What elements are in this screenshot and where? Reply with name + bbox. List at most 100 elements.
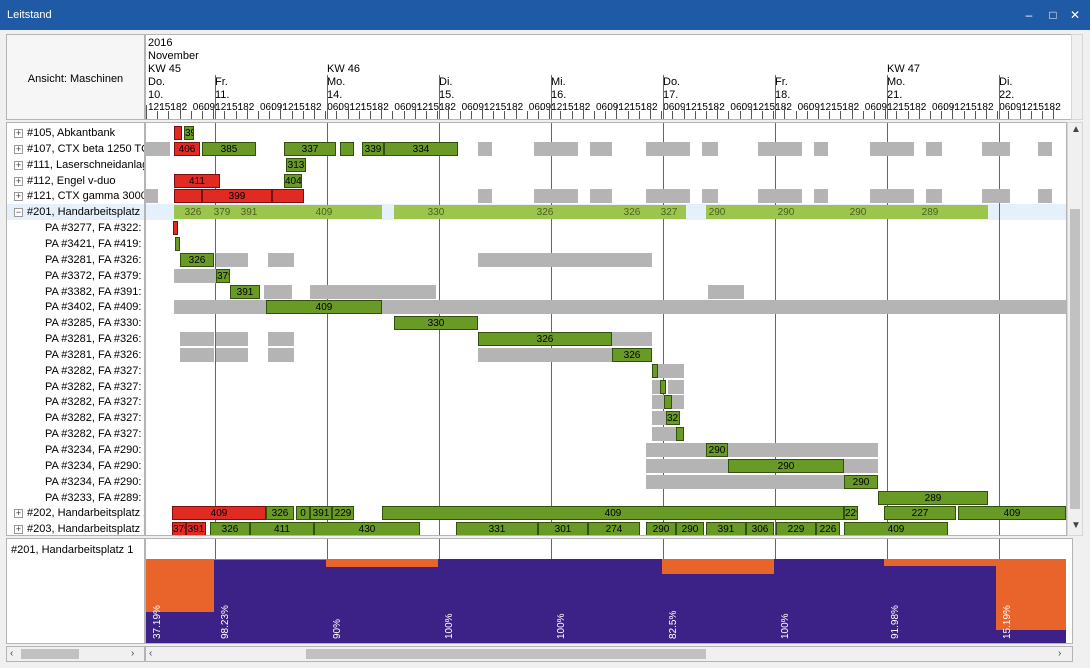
gantt-horizontal-scrollbar[interactable]: ‹ › xyxy=(145,646,1073,662)
tree-row[interactable]: PA #3277, FA #322: 1 xyxy=(7,220,144,236)
vertical-scroll-thumb[interactable] xyxy=(1070,209,1080,509)
gantt-bar[interactable]: 289 xyxy=(878,490,988,505)
gantt-bar[interactable] xyxy=(646,141,690,156)
gantt-bar[interactable]: 406 xyxy=(174,141,200,156)
gantt-bar[interactable]: 39 xyxy=(184,126,194,140)
gantt-bar[interactable] xyxy=(646,189,690,204)
gantt-bar[interactable] xyxy=(612,332,652,347)
gantt-chart[interactable]: 3940638533733933431341140439932637939140… xyxy=(145,122,1067,536)
scroll-up-icon[interactable]: ▲ xyxy=(1071,124,1081,135)
gantt-bar[interactable]: 290 xyxy=(676,522,704,535)
gantt-bar[interactable] xyxy=(478,189,492,204)
gantt-bar[interactable] xyxy=(652,395,664,410)
gantt-bar[interactable] xyxy=(652,363,658,378)
gantt-bar[interactable] xyxy=(590,189,612,204)
gantt-bar[interactable]: 289 xyxy=(872,205,988,220)
gantt-bar[interactable]: 411 xyxy=(174,173,220,188)
gantt-bar[interactable] xyxy=(268,347,294,362)
gantt-bar[interactable] xyxy=(658,363,684,378)
expand-toggle-icon[interactable]: + xyxy=(14,143,23,154)
gantt-bar[interactable] xyxy=(612,252,652,267)
tree-row[interactable]: + #202, Handarbeitsplatz 2 xyxy=(7,505,144,521)
expand-toggle-icon[interactable]: + xyxy=(14,191,23,202)
gantt-bar[interactable] xyxy=(652,427,676,442)
gantt-bar[interactable]: 0 xyxy=(296,506,310,521)
gantt-bar[interactable]: 290 xyxy=(706,205,728,220)
gantt-bar[interactable] xyxy=(646,458,728,473)
tree-row[interactable]: + #121, CTX gamma 3000 xyxy=(7,188,144,204)
tree-row[interactable]: PA #3372, FA #379: 1 xyxy=(7,268,144,284)
gantt-bar[interactable]: 411 xyxy=(250,522,314,535)
tree-row[interactable]: PA #3281, FA #326: 1 xyxy=(7,252,144,268)
scroll-left-icon[interactable]: ‹ xyxy=(149,648,153,659)
scroll-down-icon[interactable]: ▼ xyxy=(1071,520,1081,531)
scroll-right-icon[interactable]: › xyxy=(131,648,135,659)
gantt-bar[interactable] xyxy=(268,332,294,347)
gantt-bar[interactable]: 229 xyxy=(844,506,858,521)
header-vertical-scrollbar[interactable] xyxy=(1071,34,1083,120)
gantt-bar[interactable]: 326 xyxy=(180,252,214,267)
tree-row[interactable]: PA #3282, FA #327: 1 xyxy=(7,379,144,395)
gantt-bar[interactable]: 326 xyxy=(210,522,250,535)
gantt-bar[interactable] xyxy=(382,300,1066,315)
tree-horizontal-scrollbar[interactable]: ‹ › xyxy=(6,646,145,662)
tree-row[interactable]: PA #3285, FA #330: 1 xyxy=(7,315,144,331)
gantt-bar[interactable]: 290 xyxy=(706,443,728,457)
tree-scroll-thumb[interactable] xyxy=(21,649,79,659)
gantt-bar[interactable] xyxy=(216,252,248,267)
tree-row[interactable]: PA #3234, FA #290: 1 xyxy=(7,458,144,474)
gantt-bar[interactable] xyxy=(174,126,182,140)
gantt-bar[interactable]: 391 xyxy=(310,506,332,521)
gantt-bar[interactable]: 326 xyxy=(478,205,612,220)
gantt-bar[interactable]: 409 xyxy=(844,522,948,535)
gantt-bar[interactable] xyxy=(146,141,170,156)
gantt-bar[interactable] xyxy=(1038,141,1052,156)
tree-row[interactable]: PA #3282, FA #327: 1 xyxy=(7,394,144,410)
gantt-bar[interactable] xyxy=(982,141,1010,156)
gantt-bar[interactable] xyxy=(272,189,304,204)
gantt-bar[interactable] xyxy=(264,284,292,299)
gantt-bar[interactable] xyxy=(216,332,248,347)
gantt-bar[interactable]: 337 xyxy=(284,141,336,156)
gantt-bar[interactable]: 330 xyxy=(394,316,478,331)
gantt-bar[interactable] xyxy=(668,379,684,394)
gantt-bar[interactable] xyxy=(174,189,202,204)
tree-row[interactable]: + #105, Abkantbank xyxy=(7,125,144,141)
tree-row[interactable]: + #111, Laserschneidanlag xyxy=(7,157,144,173)
gantt-bar[interactable]: 326 xyxy=(612,205,652,220)
tree-row[interactable]: − #201, Handarbeitsplatz 1 xyxy=(7,204,144,221)
tree-row[interactable]: PA #3421, FA #419: 1 xyxy=(7,236,144,252)
gantt-bar[interactable]: 326 xyxy=(174,205,212,220)
gantt-bar[interactable] xyxy=(660,379,666,394)
gantt-bar[interactable] xyxy=(702,189,718,204)
tree-row[interactable]: + #112, Engel v-duo xyxy=(7,173,144,189)
tree-row[interactable]: PA #3281, FA #326: 1 xyxy=(7,347,144,363)
expand-toggle-icon[interactable]: − xyxy=(14,207,23,218)
gantt-bar[interactable] xyxy=(534,141,578,156)
tree-row[interactable]: PA #3281, FA #326: 1 xyxy=(7,331,144,347)
gantt-bar[interactable]: 334 xyxy=(384,141,458,156)
gantt-bar[interactable]: 290 xyxy=(844,474,878,489)
expand-toggle-icon[interactable]: + xyxy=(14,175,23,186)
gantt-bar[interactable]: 326 xyxy=(266,506,294,521)
gantt-bar[interactable]: 290 xyxy=(844,205,872,220)
gantt-bar[interactable]: 274 xyxy=(588,522,640,535)
gantt-bar[interactable] xyxy=(758,189,802,204)
gantt-bar[interactable] xyxy=(146,189,158,204)
gantt-vertical-scrollbar[interactable]: ▲ ▼ xyxy=(1067,122,1083,536)
gantt-bar[interactable] xyxy=(216,347,248,362)
gantt-bar[interactable]: 409 xyxy=(958,506,1066,521)
expand-toggle-icon[interactable]: + xyxy=(14,159,23,170)
gantt-bar[interactable]: 430 xyxy=(314,522,420,535)
gantt-bar[interactable]: 306 xyxy=(746,522,774,535)
tree-row[interactable]: + #203, Handarbeitsplatz 3 xyxy=(7,521,144,535)
gantt-bar[interactable] xyxy=(646,443,706,457)
scroll-right-icon[interactable]: › xyxy=(1058,648,1062,659)
gantt-bar[interactable] xyxy=(175,236,180,251)
gantt-bar[interactable]: 229 xyxy=(776,522,816,535)
maximize-icon[interactable]: □ xyxy=(1049,8,1057,22)
gantt-bar[interactable]: 227 xyxy=(884,506,956,521)
tree-row[interactable]: PA #3234, FA #290: 1 xyxy=(7,442,144,458)
gantt-bar[interactable] xyxy=(180,332,214,347)
gantt-bar[interactable]: 379 xyxy=(172,522,186,536)
